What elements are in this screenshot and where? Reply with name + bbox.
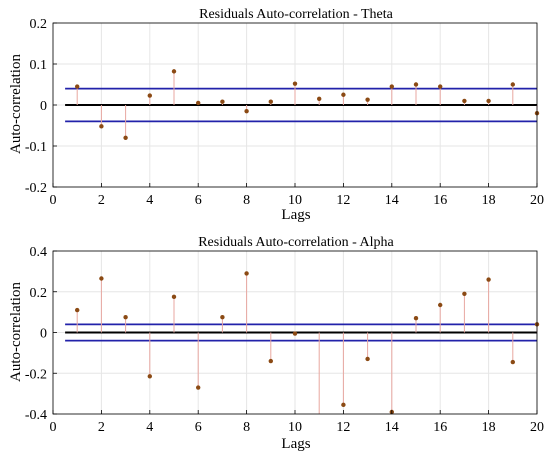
theta-stem-marker — [486, 98, 491, 104]
alpha-xtick-label: 12 — [336, 420, 350, 435]
theta-xtick-label: 0 — [50, 193, 57, 208]
alpha-xtick-label: 18 — [482, 420, 496, 435]
alpha-stem-marker — [244, 271, 249, 276]
theta-xtick-label: 4 — [146, 193, 153, 208]
alpha-xtick-label: 0 — [50, 420, 57, 435]
theta-title: Residuals Auto-correlation - Theta — [199, 7, 394, 22]
alpha-stem-marker — [486, 277, 491, 282]
alpha-ytick-label: 0 — [40, 327, 47, 342]
theta-xtick-label: 8 — [243, 193, 250, 208]
theta-stem-marker — [244, 108, 249, 114]
alpha-xtick-label: 14 — [385, 420, 399, 435]
alpha-xtick-label: 8 — [243, 420, 250, 435]
theta-xtick-label: 2 — [98, 193, 105, 208]
theta-stem-marker — [365, 97, 370, 102]
theta-stem-marker — [75, 84, 80, 89]
alpha-stem-marker — [413, 316, 419, 321]
alpha-xtick-label: 6 — [195, 420, 202, 435]
theta-ytick-label: 0.2 — [30, 17, 48, 32]
alpha-ytick-label: 0.4 — [30, 245, 48, 260]
theta-stem-marker — [510, 82, 515, 87]
theta-ytick-label: 0.1 — [30, 58, 48, 73]
theta-xtick-label: 12 — [336, 193, 350, 208]
theta-xtick-label: 10 — [288, 193, 302, 208]
alpha-panel: Residuals Auto-correlation - Alpha Auto-… — [8, 235, 544, 452]
alpha-xlabel: Lags — [281, 436, 310, 452]
alpha-ytick-label: -0.2 — [25, 367, 47, 382]
theta-xtick-label: 20 — [530, 193, 544, 208]
alpha-stem-marker — [365, 356, 370, 362]
theta-stem-marker — [317, 96, 322, 102]
theta-stem-marker — [438, 84, 443, 89]
theta-stem-marker — [413, 82, 419, 87]
theta-stem-marker — [196, 100, 201, 106]
theta-xtick-label: 16 — [433, 193, 447, 208]
alpha-stem-marker — [75, 307, 80, 313]
theta-plot-frame — [52, 22, 538, 188]
alpha-stem-marker — [438, 302, 443, 308]
alpha-title: Residuals Auto-correlation - Alpha — [198, 235, 394, 250]
alpha-xtick-label: 16 — [433, 420, 447, 435]
alpha-plot-frame — [52, 250, 538, 415]
alpha-ytick-label: -0.4 — [25, 408, 47, 423]
theta-stem-marker — [268, 99, 273, 104]
alpha-xtick-label: 4 — [146, 420, 153, 435]
alpha-ytick-label: 0.2 — [30, 286, 48, 301]
theta-stem-marker — [147, 93, 152, 98]
theta-stem-marker — [389, 84, 394, 89]
alpha-stem-marker — [196, 385, 201, 390]
theta-stem-marker — [341, 92, 346, 97]
theta-stem-marker — [462, 98, 467, 104]
alpha-stem-marker — [510, 359, 515, 365]
theta-xlabel: Lags — [281, 207, 310, 223]
alpha-stem-marker — [220, 315, 225, 320]
theta-stem-marker — [292, 81, 298, 86]
theta-stem-marker — [123, 135, 128, 140]
theta-ytick-label: -0.1 — [25, 140, 47, 155]
alpha-ylabel: Auto-correlation — [8, 282, 24, 382]
theta-stem-marker — [220, 99, 225, 104]
theta-xtick-label: 18 — [482, 193, 496, 208]
alpha-xtick-label: 10 — [288, 420, 302, 435]
alpha-stem-marker — [123, 315, 128, 320]
alpha-stem-marker — [341, 402, 346, 408]
alpha-xtick-label: 20 — [530, 420, 544, 435]
theta-ylabel: Auto-correlation — [8, 54, 24, 154]
alpha-xtick-label: 2 — [98, 420, 105, 435]
alpha-stem-marker — [171, 294, 177, 300]
alpha-stem-marker — [99, 276, 104, 281]
theta-stem-marker — [171, 69, 177, 74]
alpha-stem-marker — [462, 291, 467, 296]
theta-ytick-label: -0.2 — [25, 181, 47, 196]
theta-xtick-label: 14 — [385, 193, 399, 208]
alpha-stem-marker — [147, 374, 152, 379]
theta-ytick-label: 0 — [40, 99, 47, 114]
theta-xtick-label: 6 — [195, 193, 202, 208]
theta-panel: Residuals Auto-correlation - Theta Auto-… — [8, 7, 544, 223]
alpha-stem-marker — [292, 331, 298, 336]
alpha-stem-marker — [268, 358, 273, 364]
theta-stem-marker — [99, 124, 104, 129]
